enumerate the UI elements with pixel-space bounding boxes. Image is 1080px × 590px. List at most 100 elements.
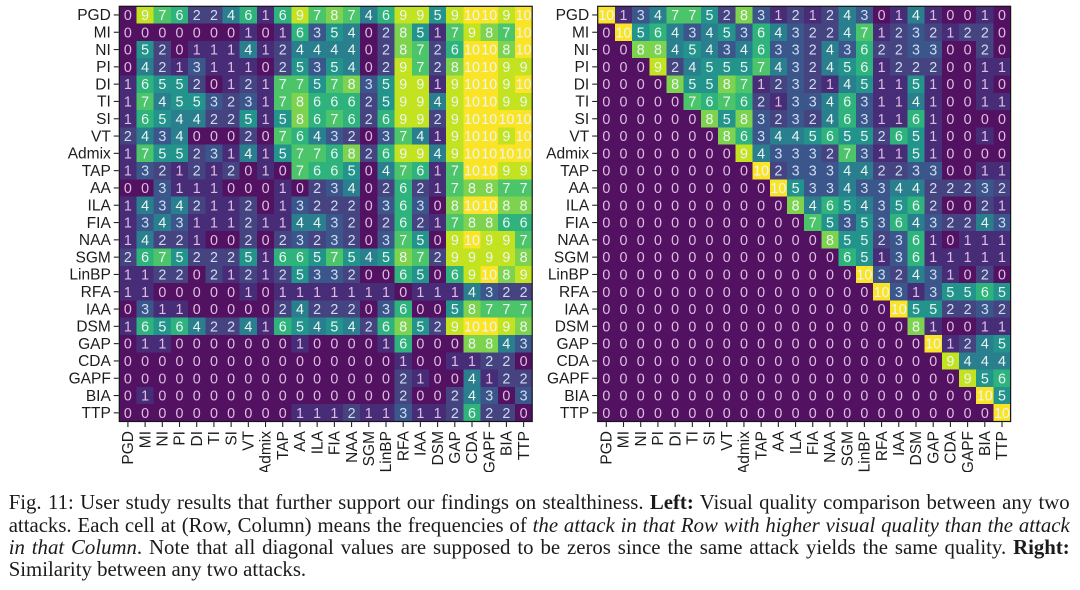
svg-text:8: 8 [637, 43, 645, 59]
svg-text:0: 0 [757, 216, 765, 232]
svg-text:0: 0 [654, 181, 662, 197]
svg-text:PI: PI [575, 59, 590, 76]
svg-text:6: 6 [279, 319, 287, 335]
svg-text:0: 0 [502, 389, 510, 405]
svg-text:0: 0 [723, 181, 731, 197]
svg-text:5: 5 [929, 302, 937, 318]
svg-text:DI: DI [95, 76, 111, 93]
svg-text:0: 0 [964, 406, 972, 422]
svg-text:1: 1 [296, 337, 304, 353]
svg-text:0: 0 [602, 285, 610, 301]
svg-text:0: 0 [620, 319, 628, 335]
svg-text:2: 2 [434, 319, 442, 335]
svg-text:4: 4 [313, 43, 321, 59]
svg-text:0: 0 [244, 337, 252, 353]
svg-text:1: 1 [124, 164, 132, 180]
svg-text:1: 1 [434, 216, 442, 232]
svg-text:GAP: GAP [925, 431, 942, 464]
svg-text:2: 2 [809, 25, 817, 41]
svg-text:0: 0 [176, 25, 184, 41]
svg-text:2: 2 [826, 8, 834, 24]
svg-text:3: 3 [774, 146, 782, 162]
svg-text:4: 4 [774, 129, 782, 145]
svg-text:2: 2 [279, 60, 287, 76]
svg-text:10: 10 [481, 319, 497, 335]
svg-text:0: 0 [434, 389, 442, 405]
svg-text:3: 3 [158, 129, 166, 145]
svg-text:2: 2 [981, 43, 989, 59]
svg-text:0: 0 [451, 337, 459, 353]
svg-text:DSM: DSM [430, 431, 447, 465]
svg-text:0: 0 [774, 406, 782, 422]
svg-text:0: 0 [792, 250, 800, 266]
svg-text:4: 4 [912, 181, 920, 197]
svg-text:0: 0 [620, 302, 628, 318]
svg-text:1: 1 [964, 250, 972, 266]
svg-text:7: 7 [723, 94, 731, 110]
svg-text:6: 6 [843, 94, 851, 110]
svg-text:2: 2 [485, 354, 493, 370]
svg-text:0: 0 [757, 198, 765, 214]
svg-text:0: 0 [706, 233, 714, 249]
svg-text:1: 1 [124, 146, 132, 162]
svg-text:TI: TI [97, 94, 111, 111]
svg-text:5: 5 [330, 60, 338, 76]
svg-text:4: 4 [348, 181, 356, 197]
svg-text:4: 4 [826, 43, 834, 59]
svg-text:0: 0 [878, 406, 886, 422]
svg-text:9: 9 [416, 8, 424, 24]
svg-text:0: 0 [792, 216, 800, 232]
svg-text:1: 1 [244, 285, 252, 301]
svg-text:Admix: Admix [736, 431, 753, 472]
svg-text:0: 0 [757, 406, 765, 422]
svg-text:0: 0 [895, 337, 903, 353]
svg-text:4: 4 [843, 25, 851, 41]
svg-text:1: 1 [279, 216, 287, 232]
svg-text:0: 0 [929, 406, 937, 422]
svg-text:0: 0 [757, 181, 765, 197]
svg-text:2: 2 [434, 60, 442, 76]
svg-text:0: 0 [688, 250, 696, 266]
svg-text:10: 10 [464, 233, 480, 249]
svg-text:1: 1 [981, 250, 989, 266]
svg-text:0: 0 [602, 25, 610, 41]
svg-text:1: 1 [981, 77, 989, 93]
svg-text:0: 0 [912, 354, 920, 370]
svg-text:7: 7 [279, 77, 287, 93]
svg-text:0: 0 [946, 94, 954, 110]
svg-text:4: 4 [244, 146, 252, 162]
svg-text:0: 0 [141, 354, 149, 370]
svg-text:9: 9 [296, 8, 304, 24]
svg-text:NAA: NAA [822, 430, 839, 463]
svg-text:0: 0 [602, 302, 610, 318]
svg-text:4: 4 [158, 94, 166, 110]
svg-text:0: 0 [998, 129, 1006, 145]
svg-text:6: 6 [399, 181, 407, 197]
svg-text:8: 8 [399, 25, 407, 41]
svg-text:0: 0 [602, 354, 610, 370]
svg-text:0: 0 [124, 389, 132, 405]
svg-text:0: 0 [330, 354, 338, 370]
svg-text:4: 4 [296, 302, 304, 318]
svg-text:3: 3 [929, 43, 937, 59]
svg-text:0: 0 [792, 319, 800, 335]
svg-text:0: 0 [740, 181, 748, 197]
svg-text:0: 0 [193, 302, 201, 318]
svg-text:TI: TI [206, 431, 223, 445]
svg-text:2: 2 [981, 198, 989, 214]
svg-text:6: 6 [141, 319, 149, 335]
svg-text:0: 0 [740, 371, 748, 387]
svg-text:4: 4 [809, 198, 817, 214]
svg-text:1: 1 [929, 146, 937, 162]
svg-text:2: 2 [227, 250, 235, 266]
svg-text:0: 0 [826, 354, 834, 370]
svg-text:10: 10 [481, 60, 497, 76]
svg-text:5: 5 [158, 146, 166, 162]
svg-text:7: 7 [688, 8, 696, 24]
svg-text:10: 10 [498, 146, 514, 162]
svg-text:0: 0 [637, 112, 645, 128]
svg-text:0: 0 [365, 181, 373, 197]
svg-text:0: 0 [176, 337, 184, 353]
svg-text:9: 9 [520, 267, 528, 283]
svg-text:9: 9 [485, 250, 493, 266]
